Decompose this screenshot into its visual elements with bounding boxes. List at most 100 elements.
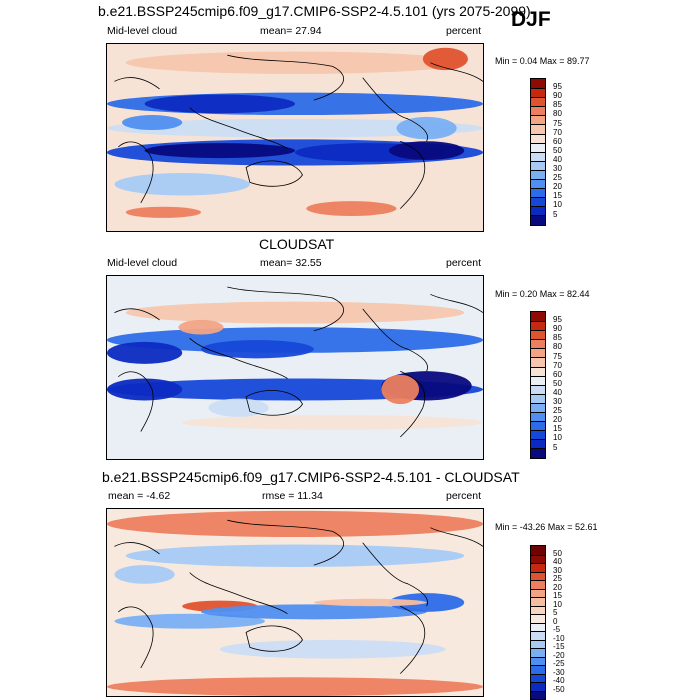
colorbar-swatch (531, 690, 545, 699)
panel-3-colorbar (530, 545, 546, 700)
field-blob (125, 206, 201, 218)
field-blob (107, 378, 183, 401)
panel-1-colorbar (530, 78, 546, 226)
colorbar-swatch (531, 563, 545, 572)
colorbar-tick-label: -25 (553, 659, 565, 668)
panel-1-minmax: Min = 0.04 Max = 89.77 (495, 56, 590, 66)
coastline (118, 606, 154, 669)
colorbar-tick-label: 30 (553, 397, 562, 406)
colorbar-swatch (531, 384, 545, 394)
field-blob (182, 415, 483, 430)
colorbar-tick-label: 20 (553, 582, 562, 592)
colorbar-swatch (531, 665, 545, 674)
colorbar-swatch (531, 124, 545, 134)
colorbar-swatch (531, 605, 545, 614)
colorbar-tick-label: 5 (553, 608, 558, 617)
colorbar-tick-label: 50 (553, 548, 562, 558)
colorbar-swatch (531, 115, 545, 125)
coastline (227, 286, 345, 332)
colorbar-tick-label: 90 (553, 324, 562, 334)
colorbar-swatch (531, 206, 545, 216)
coastline (430, 527, 483, 547)
colorbar-tick-label: -5 (553, 625, 561, 634)
colorbar-tick-label: -20 (553, 650, 565, 660)
colorbar-tick-label: 60 (553, 136, 562, 146)
coastline (400, 370, 426, 438)
colorbar-swatch (531, 554, 545, 563)
colorbar-swatch (531, 393, 545, 403)
colorbar-tick-label: 70 (553, 127, 562, 137)
coastline (400, 605, 426, 674)
colorbar-swatch (531, 188, 545, 198)
colorbar-swatch (531, 402, 545, 413)
colorbar-tick-label: 40 (553, 557, 562, 566)
colorbar-tick-label: 10 (553, 599, 562, 609)
colorbar-tick-label: -50 (553, 684, 565, 694)
panel-3-title: b.e21.BSSP245cmip6.f09_g17.CMIP6-SSP2-4.… (102, 469, 520, 485)
colorbar-swatch (531, 546, 545, 555)
colorbar-swatch (531, 412, 545, 422)
coastline (362, 308, 428, 372)
colorbar-swatch (531, 88, 545, 98)
coastline (362, 77, 428, 142)
colorbar-tick-label: 25 (553, 574, 562, 583)
colorbar-tick-label: 75 (553, 118, 562, 128)
colorbar-swatch (531, 321, 545, 331)
colorbar-swatch (531, 106, 545, 116)
colorbar-swatch (531, 439, 545, 449)
colorbar-swatch (531, 330, 545, 340)
field-blob (144, 94, 295, 114)
colorbar-swatch (531, 375, 545, 385)
colorbar-tick-label: 5 (553, 442, 558, 452)
colorbar-swatch (531, 215, 545, 225)
panel-2-mean-label: mean= 32.55 (260, 257, 322, 269)
field-blob (201, 340, 314, 359)
season-label: DJF (511, 8, 551, 31)
colorbar-tick-label: -40 (553, 676, 565, 685)
colorbar-swatch (531, 571, 545, 580)
field-blob (107, 341, 183, 364)
field-blob (125, 301, 465, 324)
field-blob (114, 565, 175, 584)
colorbar-tick-label: 85 (553, 333, 562, 343)
panel-3-minmax: Min = -43.26 Max = 52.61 (495, 522, 598, 532)
coastline (227, 519, 345, 566)
colorbar-swatch (531, 133, 545, 143)
coastline (114, 77, 160, 90)
coastline (118, 141, 154, 204)
field-blob (422, 47, 468, 71)
field-blob (107, 118, 483, 138)
panel-1-map (106, 43, 484, 232)
field-blob (125, 544, 465, 567)
colorbar-tick-label: -10 (553, 633, 565, 643)
panel-1-mean-label: mean= 27.94 (260, 25, 322, 37)
colorbar-swatch (531, 639, 545, 648)
colorbar-swatch (531, 348, 545, 358)
colorbar-swatch (531, 448, 545, 458)
colorbar-swatch (531, 430, 545, 440)
panel-1-title: b.e21.BSSP245cmip6.f09_g17.CMIP6-SSP2-4.… (98, 3, 531, 19)
colorbar-tick-label: 25 (553, 173, 562, 183)
field-blob (114, 173, 250, 196)
panel-1-heatmap (107, 44, 483, 231)
colorbar-tick-label: 20 (553, 182, 562, 192)
colorbar-tick-label: 80 (553, 342, 562, 352)
field-blob (389, 141, 465, 160)
colorbar-swatch (531, 366, 545, 376)
field-blob (122, 115, 183, 131)
colorbar-swatch (531, 682, 545, 691)
colorbar-tick-label: 75 (553, 351, 562, 361)
coastline (189, 337, 288, 379)
colorbar-swatch (531, 673, 545, 682)
coastline (114, 308, 160, 321)
colorbar-swatch (531, 179, 545, 189)
colorbar-tick-label: 15 (553, 424, 562, 434)
colorbar-tick-label: 5 (553, 209, 558, 219)
field-blob (144, 143, 295, 159)
colorbar-tick-label: 50 (553, 145, 562, 155)
panel-3-units-label: percent (446, 490, 482, 502)
colorbar-swatch (531, 151, 545, 161)
panel-3-heatmap (107, 509, 483, 696)
coastline (245, 390, 303, 416)
colorbar-swatch (531, 97, 545, 107)
